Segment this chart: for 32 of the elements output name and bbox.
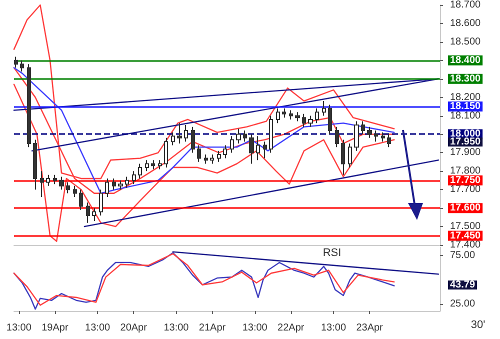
y-tick-label: 18.700: [450, 0, 482, 10]
y-tick-label: 18.100: [450, 110, 482, 122]
y-tick-label: 17.900: [450, 147, 482, 158]
x-tick-label: 13:00: [6, 322, 32, 334]
ref-line-label: 17.450: [450, 230, 482, 242]
annotation: RSI: [322, 247, 342, 259]
x-tick-label: 13:00: [164, 322, 190, 334]
x-tick-label: 13:00: [85, 322, 111, 334]
text: 30': [470, 319, 486, 331]
y-tick-label: 17.800: [450, 166, 482, 177]
y-tick-label: 18.600: [450, 18, 482, 29]
y-tick-label: 75.00: [450, 250, 476, 262]
y-tick-label: 17.400: [450, 240, 482, 250]
ref-line-label: 17.750: [450, 174, 482, 186]
x-tick-label: 13:00: [320, 322, 346, 334]
y-tick-label: 25.00: [450, 298, 476, 310]
x-tick-label: 19Apr: [42, 322, 69, 334]
x-tick-label: 21Apr: [198, 322, 226, 334]
text: 17.950: [450, 136, 482, 148]
ref-line-label: 18.150: [450, 101, 482, 112]
y-tick-label: 18.200: [450, 92, 482, 103]
y-tick-label: 18.500: [450, 36, 482, 48]
x-tick-label: 13:00: [242, 322, 268, 334]
x-tick-label: 22Apr: [278, 322, 305, 334]
x-tick-label: 20Apr: [120, 322, 148, 334]
ref-line-label: 17.600: [450, 202, 482, 214]
y-tick-label: 17.700: [450, 184, 482, 196]
ref-line-label: 18.300: [450, 73, 482, 84]
y-tick-label: 17.500: [450, 221, 482, 232]
x-tick-label: 23Apr: [356, 322, 384, 334]
ref-line-label: 18.400: [450, 54, 482, 66]
text: 43.79: [450, 280, 476, 290]
